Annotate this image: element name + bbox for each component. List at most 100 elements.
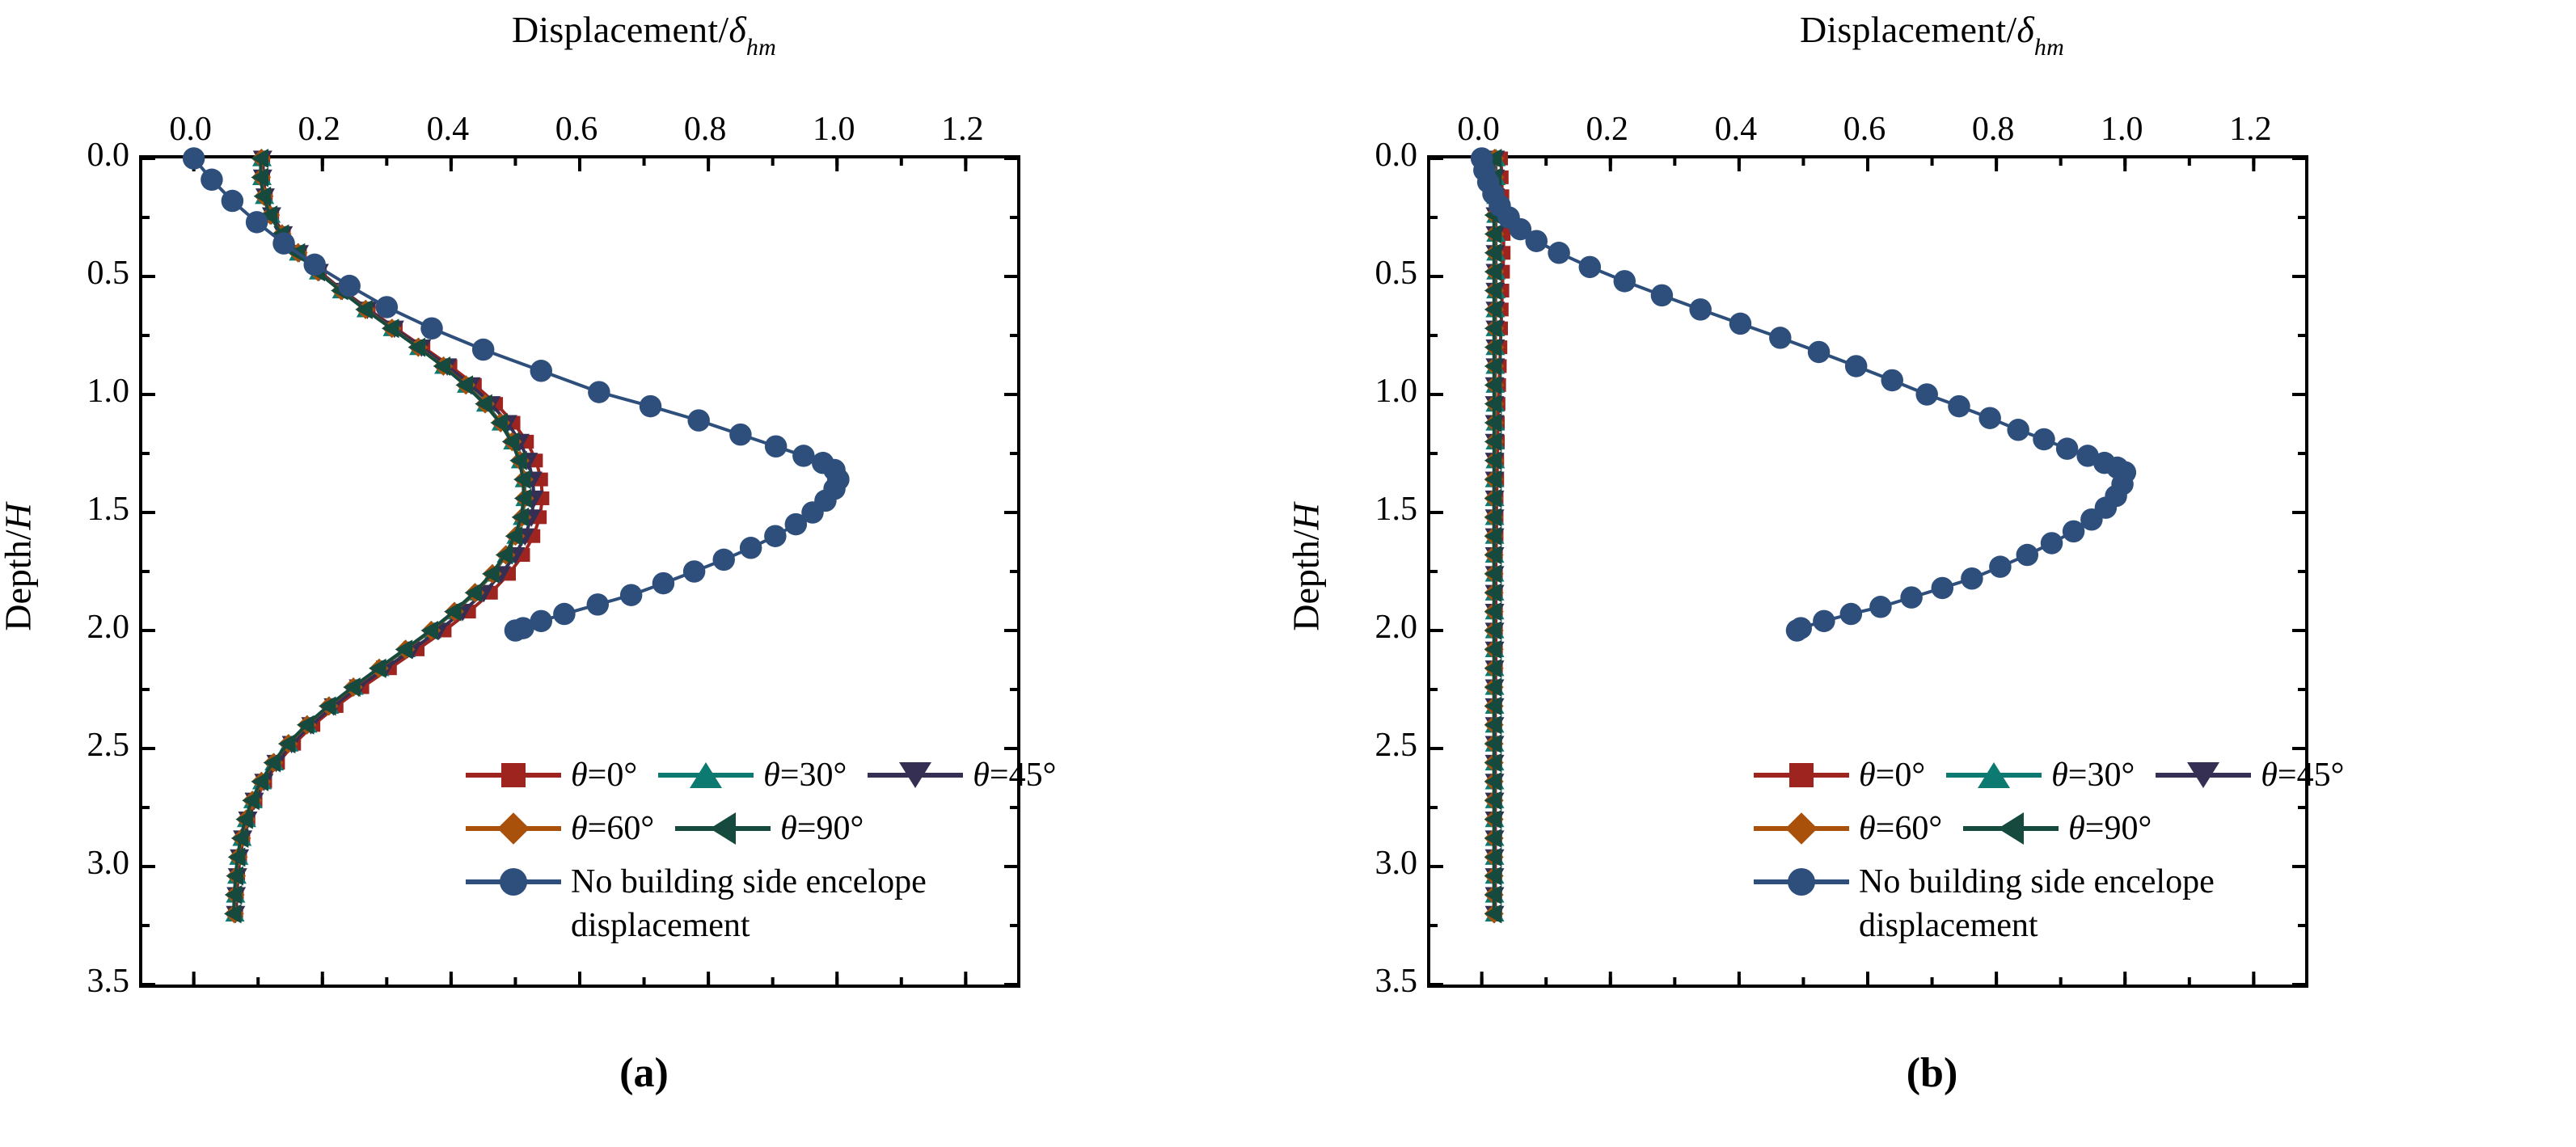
delta-subscript-a: hm <box>745 34 776 61</box>
x-tick-labels-a: 0.0 0.2 0.4 0.6 0.8 1.0 1.2 <box>139 108 1014 150</box>
data-point-marker <box>1484 791 1502 811</box>
x-tick-labels-b: 0.0 0.2 0.4 0.6 0.8 1.0 1.2 <box>1427 108 2302 150</box>
series-circle <box>1470 147 2136 642</box>
data-point-marker <box>1769 327 1792 349</box>
data-point-marker <box>1484 658 1502 678</box>
data-point-marker <box>2016 543 2039 567</box>
data-point-marker <box>1484 356 1502 376</box>
panel-label-a: (a) <box>619 1050 669 1096</box>
data-point-marker <box>1869 596 1892 618</box>
series-line <box>234 158 536 914</box>
x-tick-label: 1.2 <box>2229 111 2272 148</box>
x-tick-label: 0.8 <box>1971 111 2015 148</box>
data-point-marker <box>1484 601 1502 622</box>
data-point-marker <box>712 548 735 571</box>
y-tick-label: 0.5 <box>1375 255 1418 292</box>
H-symbol-b: H <box>1285 503 1327 530</box>
series-line <box>234 158 544 914</box>
y-tick-label: 2.5 <box>87 727 130 764</box>
data-point-marker <box>253 186 272 206</box>
y-tick-label: 3.0 <box>1375 845 1418 882</box>
data-point-marker <box>464 583 483 603</box>
y-axis-title-a: Depth/H <box>0 446 40 689</box>
x-tick-label: 0.6 <box>1843 111 1886 148</box>
data-point-marker <box>381 318 399 339</box>
data-point-marker <box>2076 445 2099 467</box>
panel-label-b: (b) <box>1906 1050 1958 1096</box>
y-tick-label: 2.5 <box>1375 727 1418 764</box>
data-point-marker <box>482 563 500 584</box>
data-point-marker <box>1484 488 1502 508</box>
chart-canvas-b <box>1430 147 2305 986</box>
data-point-marker <box>1484 375 1502 395</box>
series-line <box>231 158 526 914</box>
data-point-marker <box>230 828 249 848</box>
data-point-marker <box>801 501 824 524</box>
data-point-marker <box>433 356 451 376</box>
data-point-marker <box>277 734 296 754</box>
data-point-marker <box>764 435 788 458</box>
plot-area-b: θ=0° θ=30° θ=45° θ=60° θ=90° No building side… <box>1427 147 2344 988</box>
data-point-marker <box>1484 583 1502 603</box>
data-point-marker <box>784 512 808 536</box>
data-point-marker <box>687 409 710 432</box>
data-point-marker <box>1484 470 1502 490</box>
y-tick-label: 0.5 <box>87 255 130 292</box>
data-point-marker <box>1484 545 1502 565</box>
data-point-marker <box>1689 298 1712 321</box>
panel-b: Displacement/δhm 0.0 0.2 0.4 0.6 0.8 1.0 1.2 0… <box>1285 0 2576 1147</box>
y-tick-labels-b: 0.0 0.5 1.0 1.5 2.0 2.5 3.0 3.5 <box>1322 137 1418 1000</box>
data-point-marker <box>1839 602 1863 626</box>
y-axis-title-text-a: Depth/ <box>0 529 39 631</box>
data-point-marker <box>1881 369 1903 392</box>
data-point-marker <box>1961 567 1983 590</box>
y-axis-title-text-b: Depth/ <box>1285 529 1327 631</box>
data-point-marker <box>682 560 706 583</box>
data-point-marker <box>338 274 361 297</box>
data-point-marker <box>504 619 527 642</box>
data-point-marker <box>586 593 610 616</box>
data-point-marker <box>1484 621 1502 640</box>
x-tick-label: 0.2 <box>298 111 341 148</box>
data-point-marker <box>530 609 553 633</box>
series-circle <box>182 147 850 642</box>
data-point-marker <box>471 338 495 361</box>
H-symbol-a: H <box>0 503 39 530</box>
data-point-marker <box>1807 340 1831 364</box>
data-point-marker <box>1484 639 1502 660</box>
data-point-marker <box>501 432 520 452</box>
data-point-marker <box>1785 619 1809 642</box>
y-tick-label: 3.5 <box>87 963 130 1000</box>
data-point-marker <box>1484 904 1502 924</box>
series-line <box>232 158 526 914</box>
data-point-marker <box>1484 394 1502 414</box>
data-point-marker <box>226 866 243 886</box>
y-tick-label: 3.5 <box>1375 963 1418 1000</box>
x-tick-label: 0.4 <box>426 111 470 148</box>
data-point-marker <box>1729 312 1752 335</box>
data-point-marker <box>408 337 426 357</box>
data-point-marker <box>1484 318 1502 339</box>
data-point-marker <box>318 696 336 716</box>
data-point-marker <box>2040 532 2063 555</box>
data-point-marker <box>588 381 610 403</box>
x-tick-label: 1.0 <box>812 111 855 148</box>
series-diamond <box>224 149 534 924</box>
series-square <box>229 151 550 921</box>
data-point-marker <box>1484 885 1502 905</box>
x-axis-title-text-a: Displacement/ <box>512 9 729 50</box>
data-point-marker <box>639 394 662 418</box>
series-triangle-left <box>1484 149 1502 924</box>
data-point-marker <box>1931 576 1954 600</box>
delta-subscript-b: hm <box>2033 34 2064 61</box>
data-point-marker <box>513 488 532 508</box>
x-tick-label: 0.0 <box>169 111 212 148</box>
x-axis-title-b: Displacement/δhm <box>1288 8 2576 61</box>
data-point-marker <box>1484 734 1502 754</box>
data-point-marker <box>1989 555 2012 578</box>
data-point-marker <box>511 507 530 527</box>
data-point-marker <box>1484 866 1502 886</box>
data-point-marker <box>444 601 462 622</box>
data-point-marker <box>495 545 513 565</box>
data-point-marker <box>1484 847 1502 867</box>
